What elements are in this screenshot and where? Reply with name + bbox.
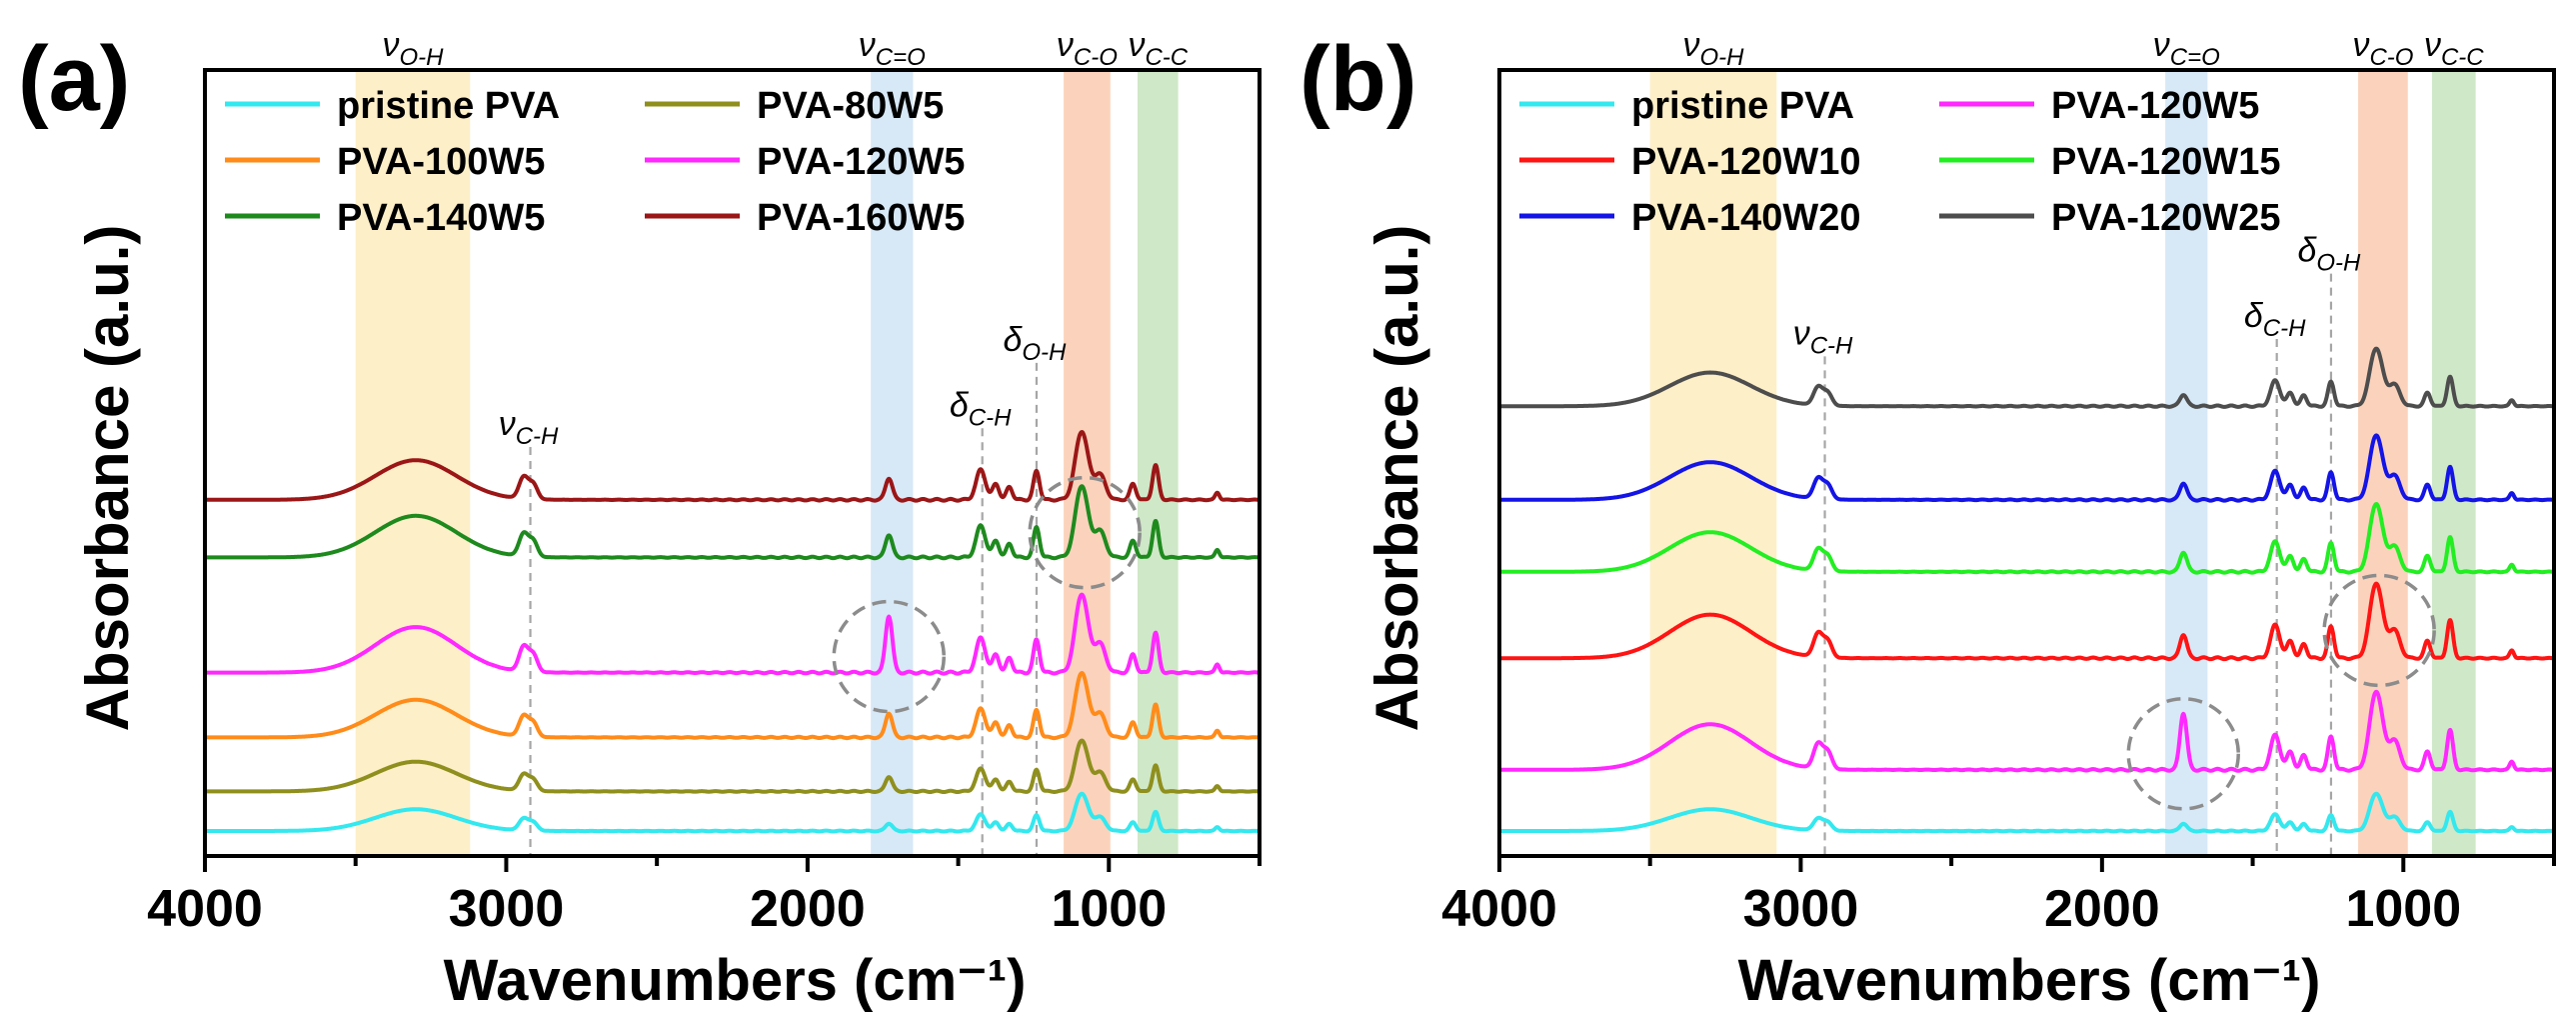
band-label: νO-H [382, 26, 444, 71]
x-tick-label: 2000 [2044, 880, 2160, 938]
legend-entry: PVA-140W5 [337, 197, 545, 239]
series-pva-120w15 [1497, 502, 2556, 575]
x-axis-label: Wavenumbers (cm⁻¹) [1738, 948, 2321, 1013]
x-tick-label: 3000 [449, 880, 565, 938]
x-tick-label: 2000 [750, 880, 866, 938]
legend-entry: pristine PVA [1631, 85, 1854, 127]
series-pva-160w5 [203, 430, 1262, 503]
marker-label: δC-H [950, 386, 1012, 431]
series-pva-140w20 [1497, 433, 2556, 503]
panel-a: (a) Absorbance (a.u.) Wavenumbers (cm⁻¹)… [18, 26, 1262, 1013]
panel-b: (b) Absorbance (a.u.) Wavenumbers (cm⁻¹)… [1299, 26, 2556, 1013]
plot-frame [1497, 68, 2556, 858]
x-tick-label: 1000 [1051, 880, 1167, 938]
band-label: νO-H [1683, 26, 1745, 71]
band-label: νC-O [1057, 26, 1118, 71]
series-pristine-pva [1497, 791, 2556, 834]
highlight-circle [2126, 697, 2240, 811]
x-tick-label: 4000 [147, 880, 263, 938]
legend-entry: pristine PVA [337, 85, 560, 127]
spectra-series [1497, 346, 2556, 834]
marker-label: νC-H [499, 405, 559, 450]
highlight-circle [1028, 475, 1142, 590]
series-pva-120w5 [1497, 689, 2556, 773]
panel-label: (b) [1299, 28, 1416, 130]
marker-label: δC-H [2244, 297, 2306, 342]
band-label: νC=O [2153, 26, 2220, 71]
plot-frame [203, 68, 1262, 858]
x-tick-label: 3000 [1743, 880, 1859, 938]
legend-entry: PVA-120W5 [2051, 85, 2259, 127]
series-pva-80w5 [203, 738, 1262, 794]
series-pva-120w5 [203, 592, 1262, 676]
peak-markers: νC-H δC-H δO-H [499, 321, 1067, 856]
y-axis-label: Absorbance (a.u.) [1363, 225, 1430, 732]
marker-label: νC-H [1793, 314, 1853, 359]
marker-label: δO-H [2297, 232, 2361, 277]
band-c-o-region [1064, 70, 1111, 856]
series-pva-120w10 [1497, 581, 2556, 662]
highlight-circle [832, 599, 946, 714]
series-pristine-pva [203, 791, 1262, 834]
legend-entry: PVA-140W20 [1631, 197, 1861, 239]
series-pva-140w5 [203, 484, 1262, 561]
legend: pristine PVA PVA-120W5 PVA-120W10 PVA-120W1… [1519, 85, 2281, 239]
panel-label: (a) [18, 28, 130, 130]
x-axis: 4000 3000 2000 1000 [1441, 856, 2556, 938]
legend: pristine PVA PVA-80W5 PVA-100W5 PVA-120W5 PV… [225, 85, 965, 239]
band-label: νC-C [2424, 26, 2484, 71]
legend-entry: PVA-120W15 [2051, 141, 2281, 183]
marker-label: δO-H [1003, 321, 1067, 366]
highlight-circle [2322, 573, 2436, 688]
x-axis-label: Wavenumbers (cm⁻¹) [444, 948, 1027, 1013]
legend-entry: PVA-160W5 [757, 197, 965, 239]
spectra-series [203, 430, 1262, 834]
series-pva-100w5 [203, 671, 1262, 741]
legend-entry: PVA-120W10 [1631, 141, 1861, 183]
legend-entry: PVA-120W5 [757, 141, 965, 183]
x-axis: 4000 3000 2000 1000 [147, 856, 1262, 938]
band-label: νC-C [1128, 26, 1188, 71]
band-c-c-region [2431, 70, 2476, 856]
legend-entry: PVA-100W5 [337, 141, 545, 183]
legend-entry: PVA-80W5 [757, 85, 944, 127]
y-axis-label: Absorbance (a.u.) [74, 225, 141, 732]
band-label: νC-O [2352, 26, 2413, 71]
x-tick-label: 1000 [2345, 880, 2461, 938]
band-label: νC=O [859, 26, 926, 71]
band-o-h-region [355, 70, 471, 856]
legend-entry: PVA-120W25 [2051, 197, 2281, 239]
series-pva-120w25 [1497, 346, 2556, 409]
x-tick-label: 4000 [1441, 880, 1557, 938]
